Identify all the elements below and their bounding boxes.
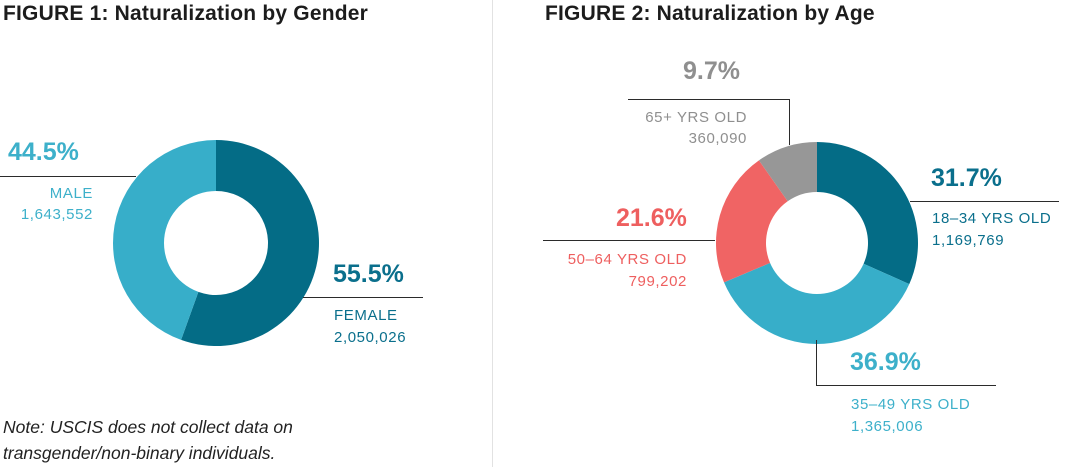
age-50-64-label: 50–64 YRS OLD: [567, 251, 687, 268]
age-18-34-value: 1,169,769: [932, 232, 1005, 249]
female-leader-line: [303, 297, 423, 299]
age-65plus-leader-h: [628, 99, 790, 101]
slice-female: [181, 140, 319, 346]
footnote-line-1: Note: USCIS does not collect data on: [3, 417, 293, 437]
age-50-64-value: 799,202: [628, 273, 687, 290]
panel-divider: [492, 0, 493, 467]
slice-35-49-yrs-old: [724, 262, 910, 345]
male-value: 1,643,552: [20, 206, 93, 223]
slice-65-yrs-old: [758, 142, 817, 202]
age-35-49-leader-h: [816, 385, 996, 387]
footnote: Note: USCIS does not collect data on tra…: [3, 414, 423, 466]
figure2-title: FIGURE 2: Naturalization by Age: [545, 2, 875, 25]
female-value: 2,050,026: [334, 329, 407, 346]
slice-50-64-yrs-old: [716, 160, 788, 283]
age-65plus-value: 360,090: [688, 130, 747, 147]
male-percent: 44.5%: [8, 138, 79, 166]
female-percent: 55.5%: [333, 260, 404, 288]
slice-male: [112, 140, 216, 340]
gender-donut: [112, 140, 319, 346]
slice-18-34-yrs-old: [817, 142, 919, 285]
age-65plus-leader-v: [789, 99, 791, 145]
male-label: MALE: [49, 185, 93, 202]
age-35-49-percent: 36.9%: [850, 348, 921, 376]
age-65plus-percent: 9.7%: [683, 57, 740, 85]
footnote-line-2: transgender/non-binary individuals.: [3, 443, 276, 463]
figure1-title: FIGURE 1: Naturalization by Gender: [3, 2, 369, 25]
age-18-34-leader-line: [910, 201, 1059, 203]
age-35-49-leader-v: [816, 340, 818, 386]
age-18-34-percent: 31.7%: [931, 164, 1002, 192]
age-50-64-percent: 21.6%: [616, 204, 687, 232]
age-50-64-leader-line: [543, 240, 715, 242]
age-35-49-value: 1,365,006: [851, 418, 924, 435]
age-35-49-label: 35–49 YRS OLD: [851, 396, 971, 413]
female-label: FEMALE: [334, 307, 398, 324]
age-65plus-label: 65+ YRS OLD: [645, 109, 747, 126]
male-leader-line: [0, 176, 136, 178]
age-donut: [716, 142, 919, 345]
age-18-34-label: 18–34 YRS OLD: [932, 210, 1052, 227]
